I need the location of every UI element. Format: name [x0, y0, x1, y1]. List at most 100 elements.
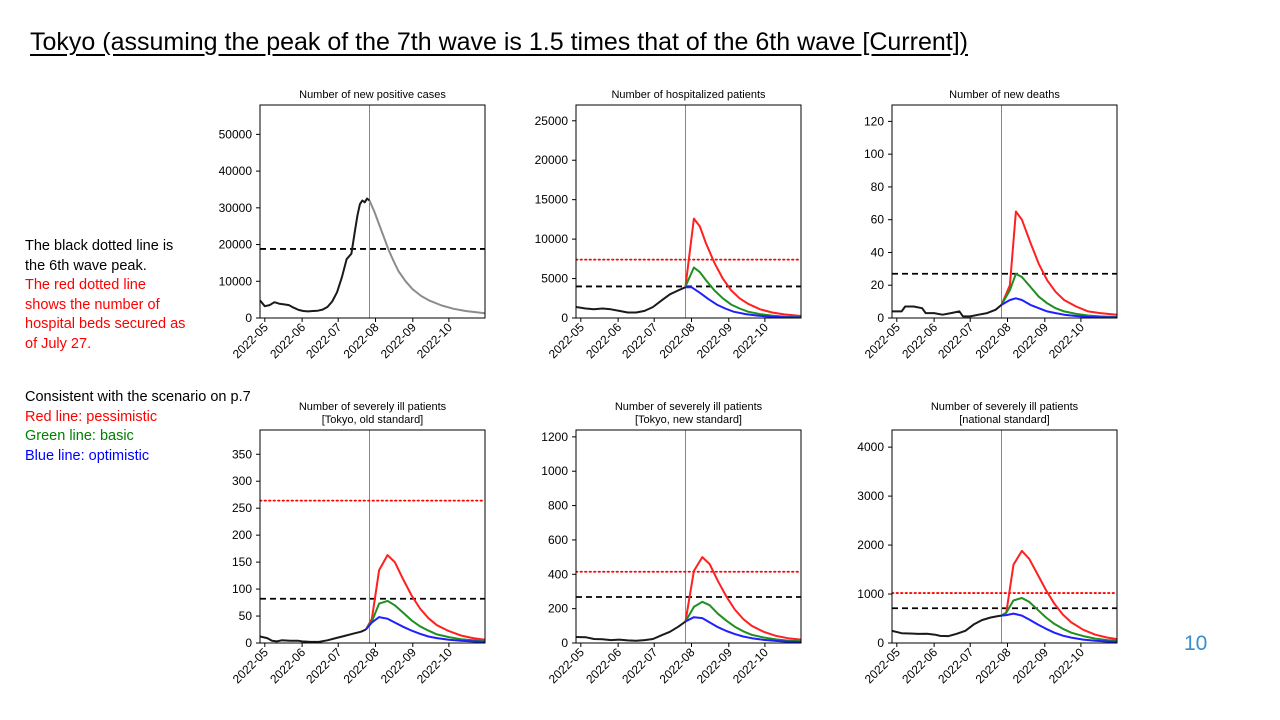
x-tick-label: 2022-06: [583, 645, 624, 686]
chart-severely-ill-tokyo-new: Number of severely ill patients [Tokyo, n…: [521, 401, 821, 705]
y-tick-label: 2000: [857, 538, 884, 552]
plot-frame: [259, 429, 486, 644]
plot-frame: [259, 104, 486, 319]
x-tick-label: 2022-06: [899, 320, 940, 361]
y-tick-label: 15000: [535, 193, 569, 207]
chart-title: Number of severely ill patients: [615, 401, 763, 413]
x-tick-label: 2022-10: [414, 320, 455, 361]
chart-title: Number of severely ill patients: [299, 401, 447, 413]
x-tick-label: 2022-06: [899, 645, 940, 686]
x-tick-label: 2022-08: [657, 320, 698, 361]
note-line: The black dotted line is: [25, 238, 174, 254]
note-line: of July 27.: [25, 335, 92, 352]
optimistic-projection-line: [685, 616, 801, 643]
y-tick-label: 50000: [219, 127, 253, 141]
single-projection-line: [368, 200, 485, 315]
observed-line: [260, 628, 367, 643]
observed-line: [892, 304, 1003, 318]
note-line: the 6th wave peak.: [25, 257, 147, 274]
x-tick-label: 2022-07: [935, 320, 976, 361]
y-tick-label: 20: [871, 278, 885, 292]
note-line: Consistent with the scenario on p.7: [25, 389, 251, 405]
y-tick-label: 0: [561, 636, 568, 650]
y-tick-label: 100: [864, 147, 884, 161]
legend-note-lines: The black dotted line is the 6th wave pea…: [25, 237, 185, 354]
chart-title: Number of new deaths: [949, 89, 1060, 101]
y-tick-label: 0: [877, 636, 884, 650]
x-tick-label: 2022-05: [862, 320, 903, 361]
observed-line: [576, 620, 687, 642]
basic-projection-line: [365, 599, 485, 643]
y-tick-label: 10000: [535, 232, 569, 246]
y-tick-label: 5000: [541, 272, 568, 286]
observed-line: [576, 286, 686, 314]
x-tick-label: 2022-08: [973, 320, 1014, 361]
y-tick-label: 200: [548, 602, 568, 616]
basic-projection-line: [684, 600, 801, 643]
y-tick-label: 80: [871, 180, 885, 194]
y-tick-label: 400: [548, 567, 568, 581]
plot-frame: [891, 104, 1118, 319]
chart-title: [Tokyo, old standard]: [322, 414, 424, 426]
y-tick-label: 3000: [857, 489, 884, 503]
y-tick-label: 20000: [535, 153, 569, 167]
y-tick-label: 4000: [857, 440, 884, 454]
chart-severely-ill-national: Number of severely ill patients [national…: [837, 401, 1137, 705]
x-tick-label: 2022-08: [657, 645, 698, 686]
chart-new-deaths: Number of new deaths 0 20 40 60 80 100 120 2022-…: [837, 80, 1137, 380]
optimistic-projection-line: [685, 286, 801, 318]
x-tick-label: 2022-10: [730, 645, 771, 686]
y-tick-label: 200: [232, 528, 252, 542]
plot-area: [260, 430, 485, 643]
y-tick-label: 1000: [541, 464, 568, 478]
x-tick-label: 2022-05: [230, 320, 271, 361]
x-tick-label: 2022-09: [378, 320, 419, 361]
page-number: 10: [1184, 632, 1208, 655]
y-tick-label: 600: [548, 533, 568, 547]
chart-title: [national standard]: [959, 414, 1050, 426]
note-line: hospital beds secured as: [25, 316, 186, 332]
chart-svg: Number of hospitalized patients 0 5000 1000…: [535, 89, 802, 361]
x-tick-label: 2022-09: [378, 645, 419, 686]
plot-frame: [575, 429, 802, 644]
y-tick-label: 0: [877, 311, 884, 325]
x-tick-label: 2022-09: [1010, 320, 1051, 361]
chart-title: Number of hospitalized patients: [611, 89, 766, 101]
chart-svg: Number of new positive cases 0 10000 20000 3…: [219, 89, 486, 361]
y-tick-label: 350: [232, 447, 252, 461]
y-tick-label: 0: [245, 636, 252, 650]
pessimistic-projection-line: [684, 217, 801, 317]
x-tick-label: 2022-06: [267, 320, 308, 361]
y-tick-label: 250: [232, 501, 252, 515]
basic-projection-line: [1000, 597, 1117, 642]
x-tick-label: 2022-07: [619, 320, 660, 361]
x-tick-label: 2022-10: [1046, 645, 1087, 686]
x-tick-label: 2022-05: [862, 645, 903, 686]
observed-line: [260, 197, 371, 313]
x-tick-label: 2022-06: [267, 645, 308, 686]
plot-area: [576, 430, 801, 643]
x-tick-label: 2022-09: [694, 645, 735, 686]
chart-svg: Number of severely ill patients[Tokyo, n…: [541, 401, 802, 686]
chart-new-positive-cases: Number of new positive cases 0 10000 20000 3…: [205, 80, 505, 380]
x-tick-label: 2022-10: [414, 645, 455, 686]
optimistic-projection-line: [365, 616, 485, 643]
chart-title: Number of new positive cases: [299, 89, 446, 101]
x-tick-label: 2022-08: [973, 645, 1014, 686]
x-tick-label: 2022-05: [546, 320, 587, 361]
optimistic-projection-line: [1000, 297, 1117, 318]
y-tick-label: 100: [232, 582, 252, 596]
chart-svg: Number of severely ill patients[national…: [857, 401, 1118, 686]
x-tick-label: 2022-06: [583, 320, 624, 361]
x-tick-label: 2022-07: [303, 320, 344, 361]
y-tick-label: 60: [871, 213, 885, 227]
x-tick-label: 2022-07: [303, 645, 344, 686]
y-tick-label: 800: [548, 499, 568, 513]
note-line: Green line: basic: [25, 428, 134, 444]
note-line: Blue line: optimistic: [25, 447, 150, 464]
plot-area: [892, 430, 1117, 643]
y-tick-label: 50: [239, 609, 253, 623]
pessimistic-projection-line: [1000, 549, 1117, 641]
chart-title: [Tokyo, new standard]: [635, 414, 742, 426]
y-tick-label: 1200: [541, 430, 568, 444]
